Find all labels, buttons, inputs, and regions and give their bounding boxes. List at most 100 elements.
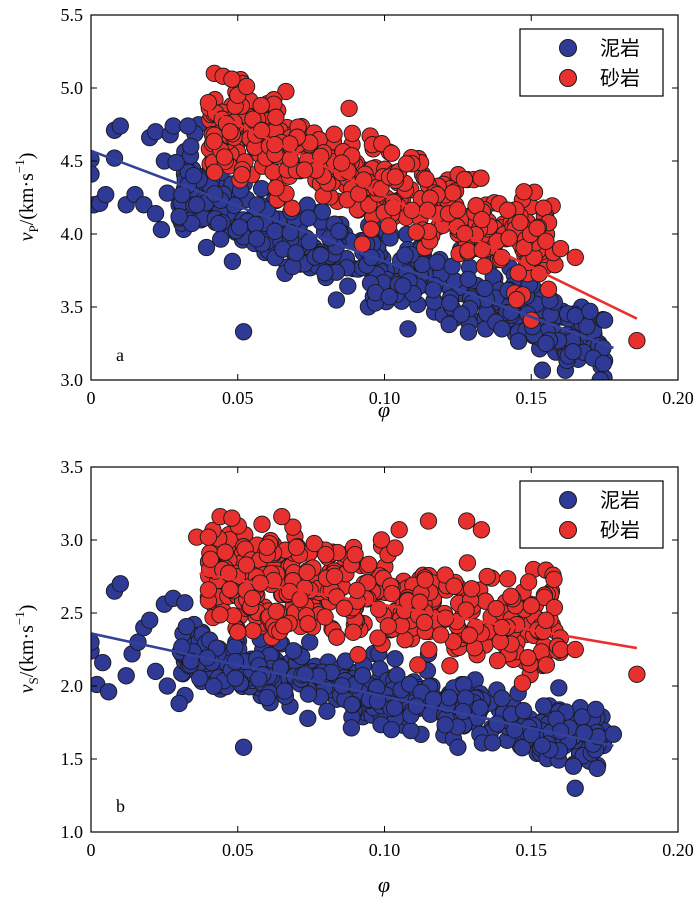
panel-a-point-sandstone [500,229,518,247]
panel-b-point-sandstone [545,598,564,617]
panel-a-ylabel-sub: P [26,225,41,232]
panel-a-point-mudstone [493,320,511,338]
panel-b-point-mudstone [177,617,196,636]
panel-b-point-sandstone [409,656,427,674]
panel-a-point-mudstone [440,315,458,334]
panel-a-point-mudstone [146,204,165,223]
panel-a-point-mudstone [247,230,266,248]
panel-b-x-label: φ [378,872,390,897]
panel-a-point-mudstone [424,281,442,299]
panel-b-point-sandstone [502,587,520,605]
panel-a-scatter-points [91,64,646,380]
panel-b-point-sandstone [199,581,218,599]
panel-b-point-sandstone [545,570,563,589]
panel-a-point-sandstone [205,163,224,181]
panel-a-point-mudstone [476,279,494,298]
x-tick-label: 0.15 [516,388,548,408]
panel-b-point-sandstone [628,665,646,683]
panel-b-ylabel-main: v [16,684,38,693]
panel-b-point-sandstone [519,573,538,591]
y-tick-label: 2.5 [61,603,84,623]
panel-b-legend: 泥岩 砂岩 [519,480,664,549]
panel-b-point-sandstone [415,613,434,632]
panel-a-y-label: vP/(km·s−1) [12,153,41,242]
y-tick-label: 2.0 [61,676,84,696]
panel-b-point-mudstone [299,685,318,703]
panel-b-ylabel-unit: /(km·s [16,625,38,677]
panel-b-point-sandstone [462,580,481,598]
panel-a-point-sandstone [215,148,234,166]
panel-b-y-label: vS/(km·s−1) [12,605,41,694]
panel-a-point-mudstone [167,153,185,172]
panel-a-point-mudstone [146,123,165,141]
panel-a-legend-box [519,28,664,97]
panel-a-chart: 0 0.05 0.10 0.15 0.203.03.54.04.55.05.5 a φ … [12,5,694,422]
panel-a-point-mudstone [97,185,115,204]
panel-b-point-mudstone [483,734,502,752]
panel-a-point-sandstone [397,155,416,173]
panel-a-ylabel-unit: /(km·s [16,173,38,225]
panel-a-label: a [116,345,124,365]
panel-b-label: b [116,796,125,816]
panel-a-point-sandstone [340,99,358,118]
panel-b-point-mudstone [353,666,372,685]
panel-a-point-sandstone [511,213,529,232]
panel-a-point-mudstone [152,220,171,239]
panel-b-point-mudstone [146,662,165,681]
panel-a-point-mudstone [111,117,129,135]
panel-b-point-sandstone [369,629,387,647]
panel-a-point-mudstone [564,343,582,361]
panel-b-point-mudstone [575,724,593,742]
panel-a-point-sandstone [382,144,401,162]
panel-b-point-mudstone [535,697,553,715]
panel-b-point-sandstone [458,554,477,572]
panel-a-point-mudstone [594,354,613,373]
panel-a-point-mudstone [380,288,398,306]
panel-a-point-sandstone [507,291,526,309]
panel-b-legend-marker-sandstone [559,521,577,539]
y-tick-label: 1.0 [61,822,84,842]
panel-b-point-mudstone [566,779,584,797]
panel-a-fit-lines [91,105,638,350]
panel-a-point-sandstone [277,82,295,101]
panel-b-point-sandstone [566,640,584,659]
x-tick-label: 0.10 [369,840,401,860]
panel-a-point-mudstone [234,323,253,341]
panel-a-point-sandstone [233,166,251,184]
panel-a-point-mudstone [173,185,191,204]
panel-b-point-sandstone [360,555,378,574]
panel-a-point-sandstone [205,132,223,151]
panel-b-point-sandstone [372,531,391,549]
panel-b-point-mudstone [111,575,129,593]
y-tick-label: 3.0 [61,370,84,390]
y-tick-label: 3.5 [61,457,84,477]
panel-a-legend-marker-sandstone [559,69,577,87]
panel-b-point-sandstone [243,589,262,608]
panel-a-point-sandstone [252,96,270,115]
x-tick-label: 0.05 [222,388,254,408]
panel-b-point-sandstone [201,550,220,568]
panel-b-legend-marker-mudstone [559,491,577,509]
panel-b-point-sandstone [229,623,247,641]
y-tick-label: 3.5 [61,297,84,317]
panel-a-point-sandstone [528,219,546,237]
panel-b-point-sandstone [349,646,367,664]
y-tick-label: 5.5 [61,5,84,25]
panel-b-scatter-points [91,507,646,797]
panel-b-point-sandstone [199,528,218,546]
panel-b-point-sandstone [478,567,496,586]
panel-a-point-mudstone [452,305,470,323]
panel-b-point-mudstone [386,650,404,668]
panel-a-point-sandstone [332,154,351,172]
panel-a-legend-sandstone: 砂岩 [600,66,640,90]
panel-b-legend-box [519,480,664,549]
panel-b-point-sandstone [390,521,408,539]
panel-b-point-sandstone [460,626,479,644]
panel-a-legend-marker-mudstone [559,39,577,57]
panel-a-point-mudstone [164,117,182,135]
panel-b-ticks: 0 0.05 0.10 0.15 0.20 1.0 1.5 2.0 2.5 3.0 3.5 [61,457,694,860]
panel-a-point-sandstone [509,264,527,282]
panel-b-point-sandstone [267,602,285,620]
panel-b-fit-line-mudstone [91,632,614,748]
